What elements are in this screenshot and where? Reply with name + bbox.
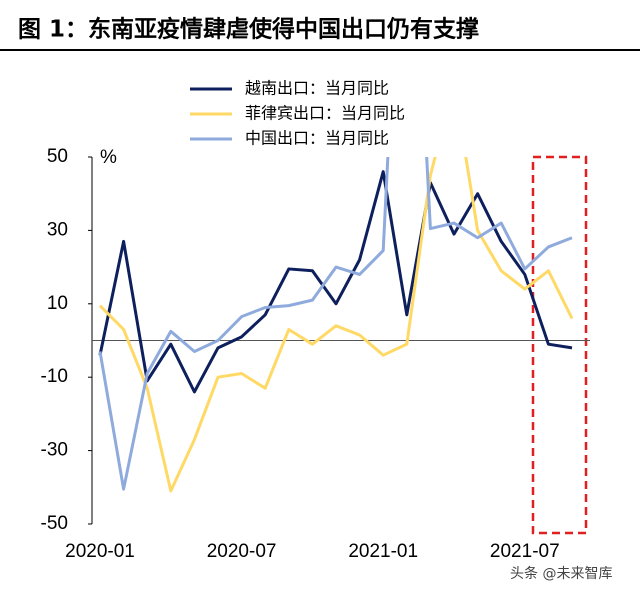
series-line [98, 157, 573, 491]
legend-label: 越南出口：当月同比 [245, 79, 389, 98]
series-line [98, 170, 573, 394]
y-axis-label: % [100, 147, 117, 168]
y-tick-label: 10 [47, 293, 68, 314]
watermark: 头条 @未来智库 [510, 565, 612, 582]
y-tick-label: 50 [47, 146, 68, 167]
chart-title: 图 1：东南亚疫情肆虐使得中国出口仍有支撑 [18, 16, 479, 43]
legend-label: 中国出口：当月同比 [245, 129, 389, 148]
y-tick-label: -50 [41, 513, 68, 534]
x-tick-label: 2020-01 [65, 541, 135, 562]
x-tick-label: 2021-01 [348, 541, 418, 562]
x-tick-label: 2020-07 [207, 541, 277, 562]
legend-label: 菲律宾出口：当月同比 [245, 104, 405, 123]
x-tick-label: 2021-07 [490, 541, 560, 562]
highlight-box [531, 155, 588, 535]
series-line [98, 157, 574, 493]
y-tick-label: 30 [47, 219, 68, 240]
y-tick-label: -30 [41, 440, 68, 461]
y-tick-label: -10 [41, 366, 68, 387]
